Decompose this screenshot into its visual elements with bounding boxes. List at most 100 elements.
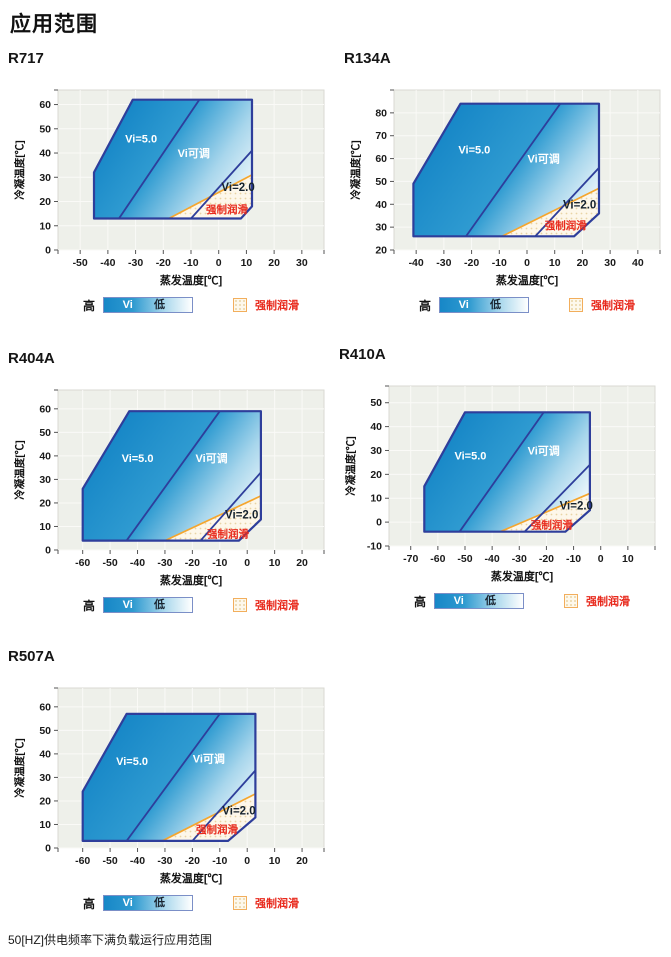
y-tick-label: -10 bbox=[367, 541, 382, 553]
chart-title-r404a: R404A bbox=[8, 350, 55, 367]
region-label: 强制润滑 bbox=[545, 219, 587, 232]
y-tick-label: 50 bbox=[370, 397, 382, 409]
y-tick-label: 0 bbox=[45, 245, 51, 257]
y-tick-label: 30 bbox=[39, 772, 51, 784]
x-tick-label: -10 bbox=[492, 257, 507, 269]
legend-low-label: 低 bbox=[153, 599, 165, 611]
x-tick-label: 30 bbox=[604, 257, 616, 269]
legend-vi-gradient-bar: Vi 低 bbox=[434, 593, 524, 609]
x-axis-label: 蒸发温度[℃] bbox=[491, 569, 554, 583]
tick-marks bbox=[54, 89, 325, 254]
chart-title-r507a: R507A bbox=[8, 648, 55, 665]
x-tick-label: 10 bbox=[269, 855, 281, 867]
legend-low-label: 低 bbox=[153, 299, 165, 311]
y-tick-label: 80 bbox=[375, 107, 387, 119]
vi2-boundary-line bbox=[199, 471, 262, 542]
legend-forced-lube-label: 强制润滑 bbox=[591, 300, 635, 312]
legend-forced-lube-label: 强制润滑 bbox=[255, 600, 299, 612]
legend-vi-label: Vi bbox=[122, 299, 133, 311]
region-label: 强制润滑 bbox=[196, 823, 238, 836]
chart-legend: 高 Vi 低 强制润滑 bbox=[58, 895, 324, 911]
region-label: 强制润滑 bbox=[206, 203, 248, 216]
x-tick-label: 0 bbox=[524, 257, 530, 269]
envelope-fill bbox=[413, 103, 599, 237]
legend-high-label: 高 bbox=[82, 598, 95, 613]
chart-canvas-r410a: Vi=5.0 Vi可调 Vi=2.0 强制润滑 -70 -60 -50 -40 -30 -20 -1… bbox=[344, 385, 656, 583]
x-tick-label: -20 bbox=[185, 855, 200, 867]
x-tick-label: 40 bbox=[632, 257, 644, 269]
region-label: Vi=2.0 bbox=[560, 500, 593, 512]
y-tick-label: 10 bbox=[370, 493, 382, 505]
x-tick-label: -10 bbox=[183, 257, 198, 269]
x-tick-label: 0 bbox=[244, 855, 250, 867]
y-tick-label: 40 bbox=[39, 748, 51, 760]
x-tick-label: -30 bbox=[512, 553, 527, 565]
legend-high-label: 高 bbox=[82, 896, 95, 911]
legend-vi-gradient-bar: Vi 低 bbox=[103, 895, 193, 911]
x-tick-label: -40 bbox=[409, 257, 424, 269]
y-tick-label: 50 bbox=[375, 176, 387, 188]
chart-block-r134a: R134A Vi=5.0 Vi可调 Vi=2.0 强制润滑 -40 -30 -20 -10 0 10… bbox=[344, 50, 671, 313]
legend-forced-lube-label: 强制润滑 bbox=[255, 898, 299, 910]
chart-block-r410a: R410A Vi=5.0 Vi可调 Vi=2.0 强制润滑 -70 -60 -50 -40 -30… bbox=[339, 346, 671, 609]
y-tick-label: 10 bbox=[39, 220, 51, 232]
x-tick-label: -30 bbox=[157, 855, 172, 867]
x-tick-label: -10 bbox=[212, 855, 227, 867]
legend-vi-label: Vi bbox=[458, 299, 469, 311]
legend-vi-gradient-bar: Vi 低 bbox=[103, 297, 193, 313]
region-label: Vi可调 bbox=[193, 752, 225, 766]
vi5-boundary-line bbox=[125, 713, 221, 842]
legend-low-label: 低 bbox=[489, 299, 501, 311]
legend-high-label: 高 bbox=[418, 298, 431, 313]
region-label: 强制润滑 bbox=[531, 519, 573, 532]
legend-forced-lube-label: 强制润滑 bbox=[255, 300, 299, 312]
x-tick-label: -20 bbox=[185, 557, 200, 569]
y-axis-label: 冷凝温度[℃] bbox=[13, 440, 26, 500]
y-tick-label: 60 bbox=[39, 99, 51, 111]
x-tick-label: -40 bbox=[130, 855, 145, 867]
y-tick-label: 30 bbox=[39, 474, 51, 486]
y-tick-label: 50 bbox=[39, 123, 51, 135]
chart-legend: 高 Vi 低 强制润滑 bbox=[389, 593, 655, 609]
y-axis-label: 冷凝温度[℃] bbox=[344, 436, 357, 496]
chart-title-r134a: R134A bbox=[344, 50, 391, 67]
legend-vi-gradient-bar: Vi 低 bbox=[439, 297, 529, 313]
vi5-boundary-line bbox=[458, 411, 545, 533]
x-axis-label: 蒸发温度[℃] bbox=[496, 273, 559, 287]
chart-block-r404a: R404A Vi=5.0 Vi可调 Vi=2.0 强制润滑 -60 -50 -40 -30 -20… bbox=[8, 350, 340, 613]
chart-canvas-r717: Vi=5.0 Vi可调 Vi=2.0 强制润滑 -50 -40 -30 -20 -10 0 10 20… bbox=[13, 89, 325, 287]
chart-legend: 高 Vi 低 强制润滑 bbox=[58, 297, 324, 313]
region-label: Vi可调 bbox=[178, 146, 210, 160]
legend-high-label: 高 bbox=[413, 594, 426, 609]
forced-lube-region bbox=[164, 495, 261, 541]
y-tick-label: 70 bbox=[375, 130, 387, 142]
y-tick-label: 20 bbox=[39, 196, 51, 208]
x-axis-label: 蒸发温度[℃] bbox=[160, 871, 223, 885]
forced-lube-boundary-line bbox=[161, 793, 256, 842]
region-label: Vi=2.0 bbox=[221, 182, 254, 194]
y-tick-label: 60 bbox=[375, 153, 387, 165]
chart-canvas-r404a: Vi=5.0 Vi可调 Vi=2.0 强制润滑 -60 -50 -40 -30 -20 -10 0 1… bbox=[13, 389, 325, 587]
region-label: Vi=5.0 bbox=[454, 450, 486, 462]
vi2-boundary-line bbox=[524, 464, 591, 533]
x-tick-label: 30 bbox=[296, 257, 308, 269]
region-label: 强制润滑 bbox=[207, 528, 249, 541]
x-axis-label: 蒸发温度[℃] bbox=[160, 573, 223, 587]
y-tick-label: 0 bbox=[376, 517, 382, 529]
chart-block-r717: R717 Vi=5.0 Vi可调 Vi=2.0 强制润滑 -50 -40 -30 -20 -10 0… bbox=[8, 50, 340, 313]
forced-lube-boundary-line bbox=[164, 495, 262, 542]
legend-high-label: 高 bbox=[82, 298, 95, 313]
tick-marks bbox=[54, 389, 325, 554]
y-tick-label: 30 bbox=[370, 445, 382, 457]
operating-envelope bbox=[412, 102, 601, 238]
forced-lube-boundary-line bbox=[499, 492, 591, 533]
y-tick-label: 60 bbox=[39, 403, 51, 415]
tick-marks bbox=[390, 89, 661, 254]
x-tick-label: 0 bbox=[216, 257, 222, 269]
x-tick-label: -60 bbox=[75, 855, 90, 867]
y-tick-label: 20 bbox=[370, 469, 382, 481]
x-tick-label: -20 bbox=[539, 553, 554, 565]
x-tick-label: -60 bbox=[75, 557, 90, 569]
chart-canvas-r507a: Vi=5.0 Vi可调 Vi=2.0 强制润滑 -60 -50 -40 -30 -20 -10 0 1… bbox=[13, 687, 325, 885]
